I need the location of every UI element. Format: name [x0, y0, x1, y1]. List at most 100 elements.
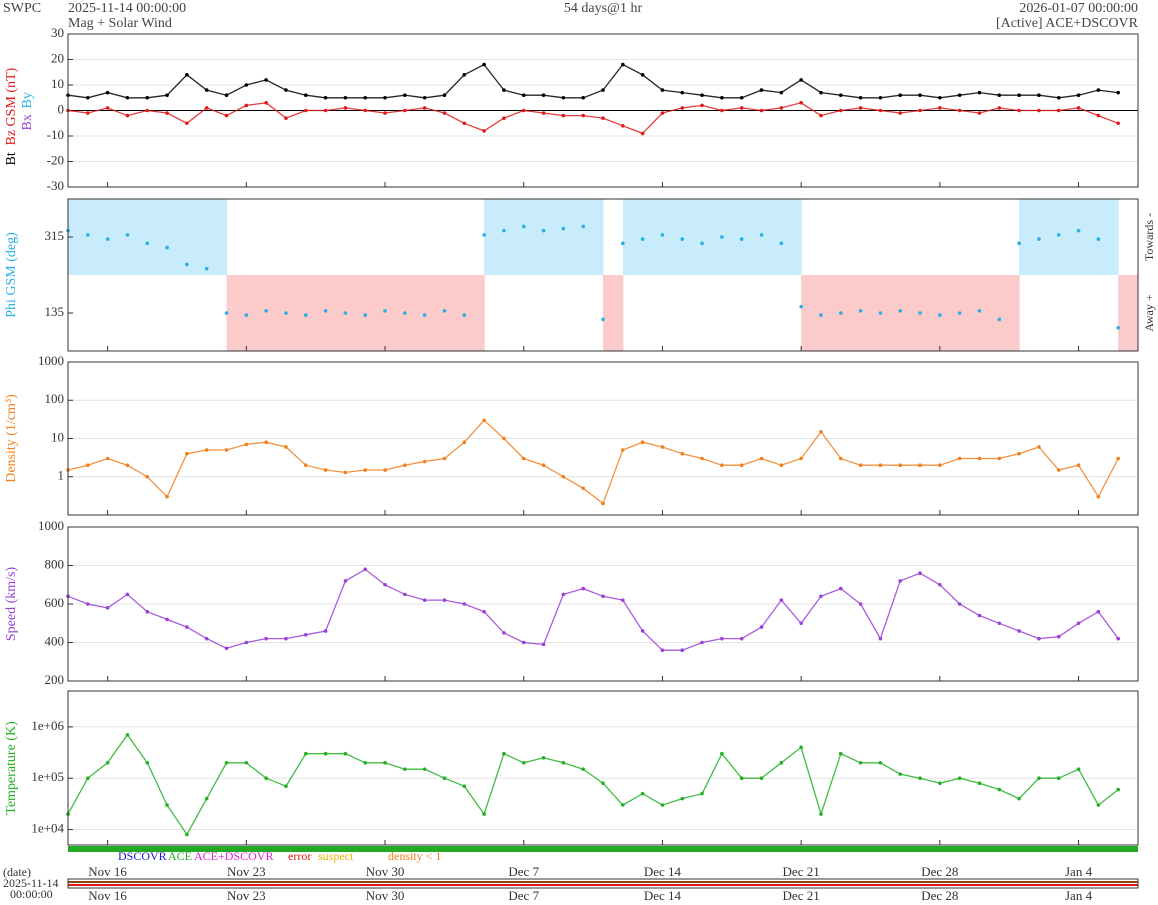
- data-point: [105, 106, 110, 110]
- data-point: [105, 456, 110, 461]
- data-point: [601, 88, 605, 92]
- y-tick-label: 315: [45, 228, 65, 243]
- data-point: [838, 586, 843, 591]
- data-point: [462, 440, 467, 445]
- data-point: [165, 93, 169, 97]
- data-point: [125, 463, 130, 468]
- data-point: [462, 784, 467, 788]
- data-point: [1056, 108, 1061, 113]
- data-point: [185, 625, 189, 629]
- data-point: [284, 784, 288, 788]
- data-point: [204, 636, 209, 641]
- data-point: [660, 111, 665, 115]
- data-point: [858, 602, 863, 606]
- data-point: [720, 235, 724, 239]
- data-point: [442, 456, 447, 461]
- sector-band: [464, 275, 485, 351]
- panel-frame: [67, 361, 1139, 516]
- data-point: [938, 106, 942, 110]
- data-point: [1096, 237, 1101, 241]
- sector-band: [642, 199, 663, 275]
- data-point: [541, 463, 546, 468]
- data-point: [284, 445, 288, 449]
- data-point: [264, 309, 268, 313]
- data-point: [521, 108, 526, 113]
- data-point: [601, 594, 605, 599]
- data-point: [997, 456, 1002, 461]
- x-tick-label: Dec 28: [921, 888, 958, 903]
- data-point: [224, 311, 229, 315]
- data-point: [145, 609, 150, 614]
- data-point: [680, 237, 685, 241]
- data-point: [363, 468, 368, 472]
- product: Mag + Solar Wind: [68, 16, 172, 31]
- sector-band: [840, 275, 862, 351]
- sector-band: [226, 275, 247, 351]
- data-point: [86, 111, 90, 115]
- data-point: [323, 309, 328, 313]
- sector-band: [959, 275, 980, 351]
- data-point: [601, 501, 605, 506]
- data-point: [145, 241, 150, 246]
- data-point: [185, 451, 189, 456]
- data-point: [204, 448, 209, 452]
- data-point: [878, 108, 883, 113]
- sector-band: [523, 199, 545, 275]
- data-point: [541, 228, 546, 233]
- data-point: [105, 237, 110, 241]
- data-point: [819, 594, 823, 599]
- data-point: [621, 803, 625, 807]
- data-point: [105, 606, 110, 610]
- sector-band: [979, 275, 1000, 351]
- data-point: [1056, 776, 1061, 781]
- data-point: [838, 93, 843, 97]
- data-point: [165, 803, 169, 807]
- data-point: [977, 456, 982, 461]
- site: SWPC: [3, 1, 41, 16]
- data-point: [1037, 445, 1041, 449]
- data-point: [165, 494, 169, 499]
- y-tick-label: -20: [47, 152, 64, 167]
- data-point: [799, 101, 803, 105]
- x-tick-label: Dec 14: [644, 864, 682, 879]
- sector-band: [781, 199, 802, 275]
- data-point: [105, 90, 110, 95]
- data-point: [204, 266, 209, 271]
- data-point: [482, 233, 486, 237]
- x-tick-label: Dec 21: [783, 864, 820, 879]
- data-point: [660, 803, 665, 807]
- span: 54 days@1 hr: [564, 1, 643, 16]
- sector-band: [444, 275, 465, 351]
- data-point: [363, 567, 368, 572]
- data-point: [482, 62, 486, 67]
- data-point: [898, 463, 903, 468]
- data-point: [581, 586, 585, 591]
- data-point: [323, 108, 328, 113]
- data-point: [244, 313, 249, 317]
- data-point: [244, 760, 249, 765]
- data-point: [660, 648, 665, 652]
- data-point: [1096, 803, 1101, 807]
- data-point: [125, 592, 130, 597]
- data-point: [284, 636, 288, 641]
- data-point: [779, 463, 784, 468]
- data-point: [502, 631, 506, 635]
- source-legend: ACE: [168, 849, 192, 863]
- data-point: [442, 111, 447, 115]
- x-tick-label: Dec 7: [508, 888, 539, 903]
- data-point: [264, 440, 268, 445]
- data-point: [323, 468, 328, 472]
- data-point: [165, 245, 169, 250]
- data-point: [1096, 88, 1101, 92]
- data-point: [1116, 325, 1120, 330]
- source-legend: density < 1: [388, 849, 441, 863]
- data-point: [621, 241, 625, 246]
- sector-band: [186, 199, 208, 275]
- sector-band: [484, 199, 505, 275]
- data-point: [363, 313, 368, 317]
- end-time: 2026-01-07 00:00:00: [1019, 1, 1138, 16]
- data-point: [1076, 228, 1081, 233]
- sector-band: [325, 275, 346, 351]
- data-point: [502, 116, 506, 120]
